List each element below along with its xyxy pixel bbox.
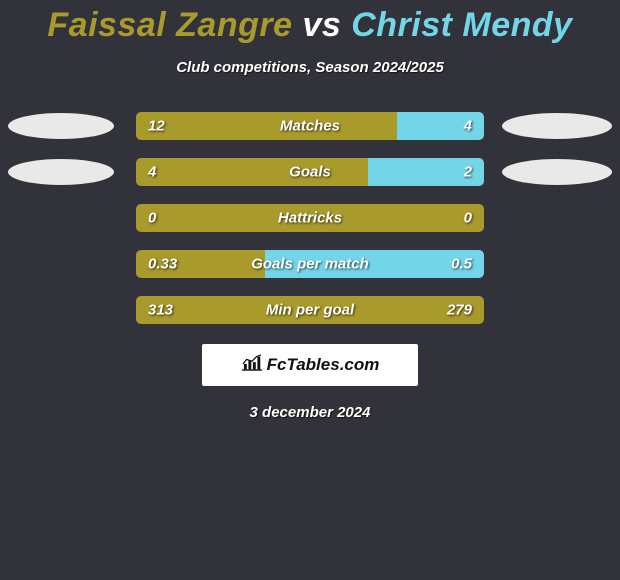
stat-row: Min per goal313279 <box>0 296 620 324</box>
stat-bar-right <box>368 158 484 186</box>
stat-bar-left <box>136 250 265 278</box>
title: Faissal Zangre vs Christ Mendy <box>0 0 620 45</box>
stat-bar: Matches124 <box>136 112 484 140</box>
stat-row: Hattricks00 <box>0 204 620 232</box>
stat-bar-left <box>136 112 397 140</box>
title-player2: Christ Mendy <box>351 6 572 44</box>
stats-block: Matches124 Goals42 Hattricks00 Goals per ma… <box>0 112 620 324</box>
stat-bar: Min per goal313279 <box>136 296 484 324</box>
comparison-infographic: Faissal Zangre vs Christ Mendy Club comp… <box>0 0 620 580</box>
stat-bar-right <box>265 250 484 278</box>
stat-bar: Goals42 <box>136 158 484 186</box>
date: 3 december 2024 <box>0 404 620 421</box>
avatar-player2 <box>502 113 612 139</box>
subtitle: Club competitions, Season 2024/2025 <box>0 59 620 76</box>
stat-row: Goals per match0.330.5 <box>0 250 620 278</box>
stat-bar-left <box>136 158 368 186</box>
chart-bars-icon <box>241 354 263 377</box>
avatar-player2 <box>502 159 612 185</box>
brand-box: FcTables.com <box>202 344 418 386</box>
stat-bar: Goals per match0.330.5 <box>136 250 484 278</box>
stat-bar-right <box>397 112 484 140</box>
brand-text: FcTables.com <box>267 355 380 375</box>
avatar-player1 <box>8 159 114 185</box>
stat-bar-left <box>136 204 484 232</box>
stat-row: Matches124 <box>0 112 620 140</box>
stat-bar-left <box>136 296 484 324</box>
stat-bar: Hattricks00 <box>136 204 484 232</box>
avatar-player1 <box>8 113 114 139</box>
title-player1: Faissal Zangre <box>47 6 292 44</box>
stat-row: Goals42 <box>0 158 620 186</box>
title-vs: vs <box>302 6 341 44</box>
